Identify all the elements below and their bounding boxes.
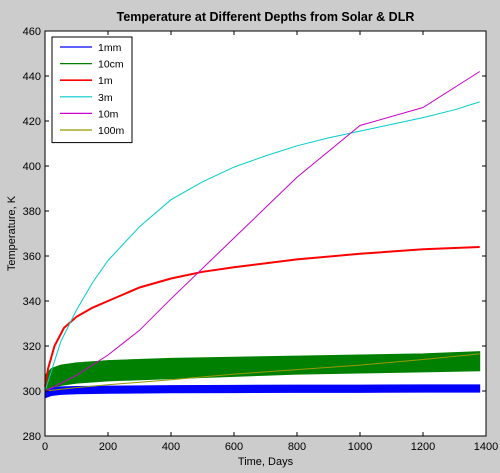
y-tick-label: 340 <box>23 296 41 308</box>
series-10m-line <box>44 71 480 392</box>
series-1mm-band <box>44 384 481 399</box>
x-tick-label: 1400 <box>474 441 498 453</box>
y-tick-label: 360 <box>23 251 41 263</box>
y-tick-label: 300 <box>23 386 41 398</box>
y-tick-label: 320 <box>23 341 41 353</box>
y-axis-label: Temperature, K <box>6 195 18 271</box>
series-100m-line <box>44 353 480 392</box>
y-tick-label: 400 <box>23 161 41 173</box>
legend-box <box>51 36 133 144</box>
x-axis-label: Time, Days <box>238 456 294 468</box>
series-1m-line <box>44 246 480 387</box>
legend-label: 100m <box>98 125 125 137</box>
x-tick-label: 800 <box>288 441 306 453</box>
x-tick-label: 1000 <box>348 441 372 453</box>
y-tick-label: 280 <box>23 431 41 443</box>
x-tick-label: 600 <box>225 441 243 453</box>
legend-label: 1mm <box>98 42 122 54</box>
chart-title: Temperature at Different Depths from Sol… <box>117 10 415 24</box>
x-tick-label: 400 <box>162 441 180 453</box>
axes-box <box>44 30 487 437</box>
legend-label: 10m <box>98 108 119 120</box>
legend-label: 3m <box>98 92 113 104</box>
legend-label: 10cm <box>98 59 124 71</box>
y-tick-label: 440 <box>23 71 41 83</box>
x-tick-label: 200 <box>99 441 117 453</box>
legend-label: 1m <box>98 75 113 87</box>
y-tick-label: 420 <box>23 116 41 128</box>
y-tick-label: 460 <box>23 26 41 38</box>
y-tick-label: 380 <box>23 206 41 218</box>
series-3m-line <box>44 101 480 392</box>
x-tick-label: 0 <box>42 441 48 453</box>
x-tick-label: 1200 <box>411 441 435 453</box>
